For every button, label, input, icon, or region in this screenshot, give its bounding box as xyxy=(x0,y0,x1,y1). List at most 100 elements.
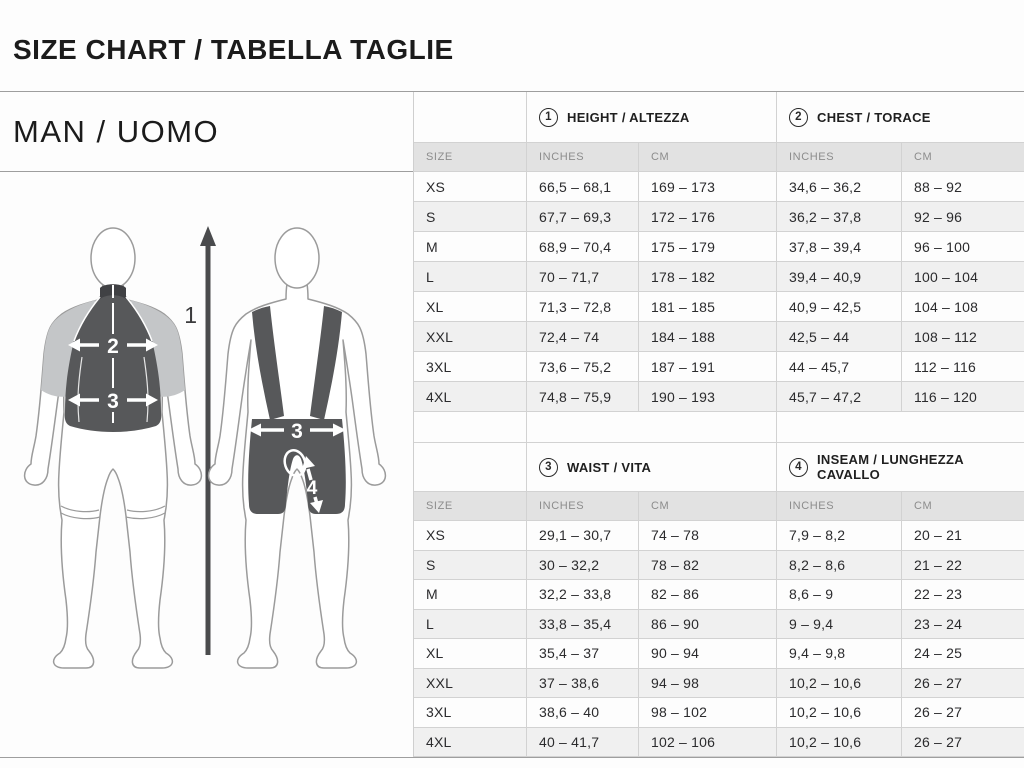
cell-inches: 44 – 45,7 xyxy=(776,352,901,381)
group-label-waist: WAIST / VITA xyxy=(567,459,652,475)
table-row: XS 66,5 – 68,1 169 – 173 34,6 – 36,2 88 … xyxy=(414,172,1024,202)
cell-inches: 35,4 – 37 xyxy=(526,639,638,668)
group-header-chest: 2 CHEST / TORACE xyxy=(776,92,1024,142)
cell-inches: 39,4 – 40,9 xyxy=(776,262,901,291)
table-row: 3XL 38,6 – 40 98 – 102 10,2 – 10,6 26 – … xyxy=(414,698,1024,728)
cell-cm: 104 – 108 xyxy=(901,292,1024,321)
height-arrow: 1 xyxy=(184,226,216,655)
inseam-arrow: 4 xyxy=(283,449,323,513)
cell-cm: 169 – 173 xyxy=(638,172,776,201)
bib-shorts-figure: 3 4 xyxy=(207,227,387,669)
circled-number-1: 1 xyxy=(539,107,558,127)
cell-inches: 10,2 – 10,6 xyxy=(776,698,901,727)
cell-cm: 116 – 120 xyxy=(901,382,1024,411)
cell-size: S xyxy=(426,208,436,225)
table-row: 4XL 40 – 41,7 102 – 106 10,2 – 10,6 26 –… xyxy=(414,727,1024,757)
cell-cm: 190 – 193 xyxy=(638,382,776,411)
cell-cm: 178 – 182 xyxy=(638,262,776,291)
main-content: MAN / UOMO xyxy=(0,92,1024,758)
waist-mark-label-bib: 3 xyxy=(291,420,303,443)
cell-cm: 94 – 98 xyxy=(638,668,776,697)
page-header: SIZE CHART / TABELLA TAGLIE xyxy=(0,0,1024,92)
cell-inches: 32,2 – 33,8 xyxy=(526,580,638,609)
table-height-chest: 1 HEIGHT / ALTEZZA 2 CHEST / TORACE SIZE… xyxy=(414,92,1024,412)
group-header-empty xyxy=(414,443,526,491)
waist-mark-label-jersey: 3 xyxy=(107,390,119,413)
cell-inches: 7,9 – 8,2 xyxy=(776,521,901,550)
cell-size: M xyxy=(426,586,438,603)
table-row: S 30 – 32,2 78 – 82 8,2 – 8,6 21 – 22 xyxy=(414,550,1024,580)
cell-inches: 9,4 – 9,8 xyxy=(776,639,901,668)
cell-size: L xyxy=(426,615,434,632)
cell-inches: 42,5 – 44 xyxy=(776,322,901,351)
cell-cm: 26 – 27 xyxy=(901,727,1024,756)
cell-cm: 26 – 27 xyxy=(901,698,1024,727)
page-title: SIZE CHART / TABELLA TAGLIE xyxy=(13,34,454,65)
table-row: M 68,9 – 70,4 175 – 179 37,8 – 39,4 96 –… xyxy=(414,232,1024,262)
table-spacer-row xyxy=(414,412,1024,443)
height-mark-label: 1 xyxy=(184,302,197,328)
cell-cm: 78 – 82 xyxy=(638,550,776,579)
left-panel: MAN / UOMO xyxy=(0,92,413,757)
jersey-figure: 2 3 xyxy=(23,227,203,669)
table-row: XL 35,4 – 37 90 – 94 9,4 – 9,8 24 – 25 xyxy=(414,639,1024,669)
col-header-size: SIZE xyxy=(426,500,453,512)
cell-size: XL xyxy=(426,298,444,315)
cell-cm: 100 – 104 xyxy=(901,262,1024,291)
cell-cm: 92 – 96 xyxy=(901,202,1024,231)
cell-cm: 21 – 22 xyxy=(901,550,1024,579)
cell-size: XS xyxy=(426,178,446,195)
col-header-cm: CM xyxy=(638,492,776,520)
inseam-mark-label: 4 xyxy=(307,478,318,499)
section-label: MAN / UOMO xyxy=(0,92,413,172)
group-label-height: HEIGHT / ALTEZZA xyxy=(567,109,690,125)
cell-inches: 8,6 – 9 xyxy=(776,580,901,609)
group-header-row: 3 WAIST / VITA 4 INSEAM / LUNGHEZZA CAVA… xyxy=(414,443,1024,492)
cell-cm: 102 – 106 xyxy=(638,727,776,756)
group-header-inseam: 4 INSEAM / LUNGHEZZA CAVALLO xyxy=(776,443,1024,491)
cell-inches: 68,9 – 70,4 xyxy=(526,232,638,261)
table-body-waist-inseam: XS 29,1 – 30,7 74 – 78 7,9 – 8,2 20 – 21… xyxy=(414,521,1024,757)
cell-size: XL xyxy=(426,645,444,662)
group-header-height: 1 HEIGHT / ALTEZZA xyxy=(526,92,776,142)
cell-cm: 86 – 90 xyxy=(638,609,776,638)
cell-inches: 40 – 41,7 xyxy=(526,727,638,756)
group-label-chest: CHEST / TORACE xyxy=(817,109,931,125)
cell-size: XXL xyxy=(426,674,454,691)
cell-cm: 20 – 21 xyxy=(901,521,1024,550)
table-row: XS 29,1 – 30,7 74 – 78 7,9 – 8,2 20 – 21 xyxy=(414,521,1024,551)
cell-cm: 22 – 23 xyxy=(901,580,1024,609)
cell-cm: 172 – 176 xyxy=(638,202,776,231)
cell-size: 4XL xyxy=(426,733,452,750)
cell-inches: 10,2 – 10,6 xyxy=(776,668,901,697)
table-body-height-chest: XS 66,5 – 68,1 169 – 173 34,6 – 36,2 88 … xyxy=(414,172,1024,412)
cell-cm: 90 – 94 xyxy=(638,639,776,668)
spacer-cell xyxy=(414,412,526,442)
cell-cm: 74 – 78 xyxy=(638,521,776,550)
table-row: XL 71,3 – 72,8 181 – 185 40,9 – 42,5 104… xyxy=(414,292,1024,322)
cell-inches: 67,7 – 69,3 xyxy=(526,202,638,231)
cell-cm: 96 – 100 xyxy=(901,232,1024,261)
table-row: L 33,8 – 35,4 86 – 90 9 – 9,4 23 – 24 xyxy=(414,609,1024,639)
chest-arrow: 2 xyxy=(68,335,158,358)
cell-size: M xyxy=(426,238,438,255)
column-header-row: SIZE INCHES CM INCHES CM xyxy=(414,143,1024,172)
size-figure-illustration: 2 3 xyxy=(23,226,387,669)
group-header-waist: 3 WAIST / VITA xyxy=(526,443,776,491)
circled-number-4: 4 xyxy=(789,457,808,477)
spacer-cell xyxy=(776,412,1024,442)
column-header-row: SIZE INCHES CM INCHES CM xyxy=(414,492,1024,521)
cell-size: L xyxy=(426,268,434,285)
cell-size: 3XL xyxy=(426,358,452,375)
table-waist-inseam: 3 WAIST / VITA 4 INSEAM / LUNGHEZZA CAVA… xyxy=(414,443,1024,757)
cell-cm: 82 – 86 xyxy=(638,580,776,609)
chest-mark-label: 2 xyxy=(107,335,119,358)
cell-cm: 24 – 25 xyxy=(901,639,1024,668)
cell-inches: 33,8 – 35,4 xyxy=(526,609,638,638)
shorts-hem-lines xyxy=(60,505,166,520)
cell-size: XXL xyxy=(426,328,454,345)
table-row: 4XL 74,8 – 75,9 190 – 193 45,7 – 47,2 11… xyxy=(414,382,1024,412)
cell-inches: 70 – 71,7 xyxy=(526,262,638,291)
cell-inches: 74,8 – 75,9 xyxy=(526,382,638,411)
cell-size: XS xyxy=(426,527,446,544)
